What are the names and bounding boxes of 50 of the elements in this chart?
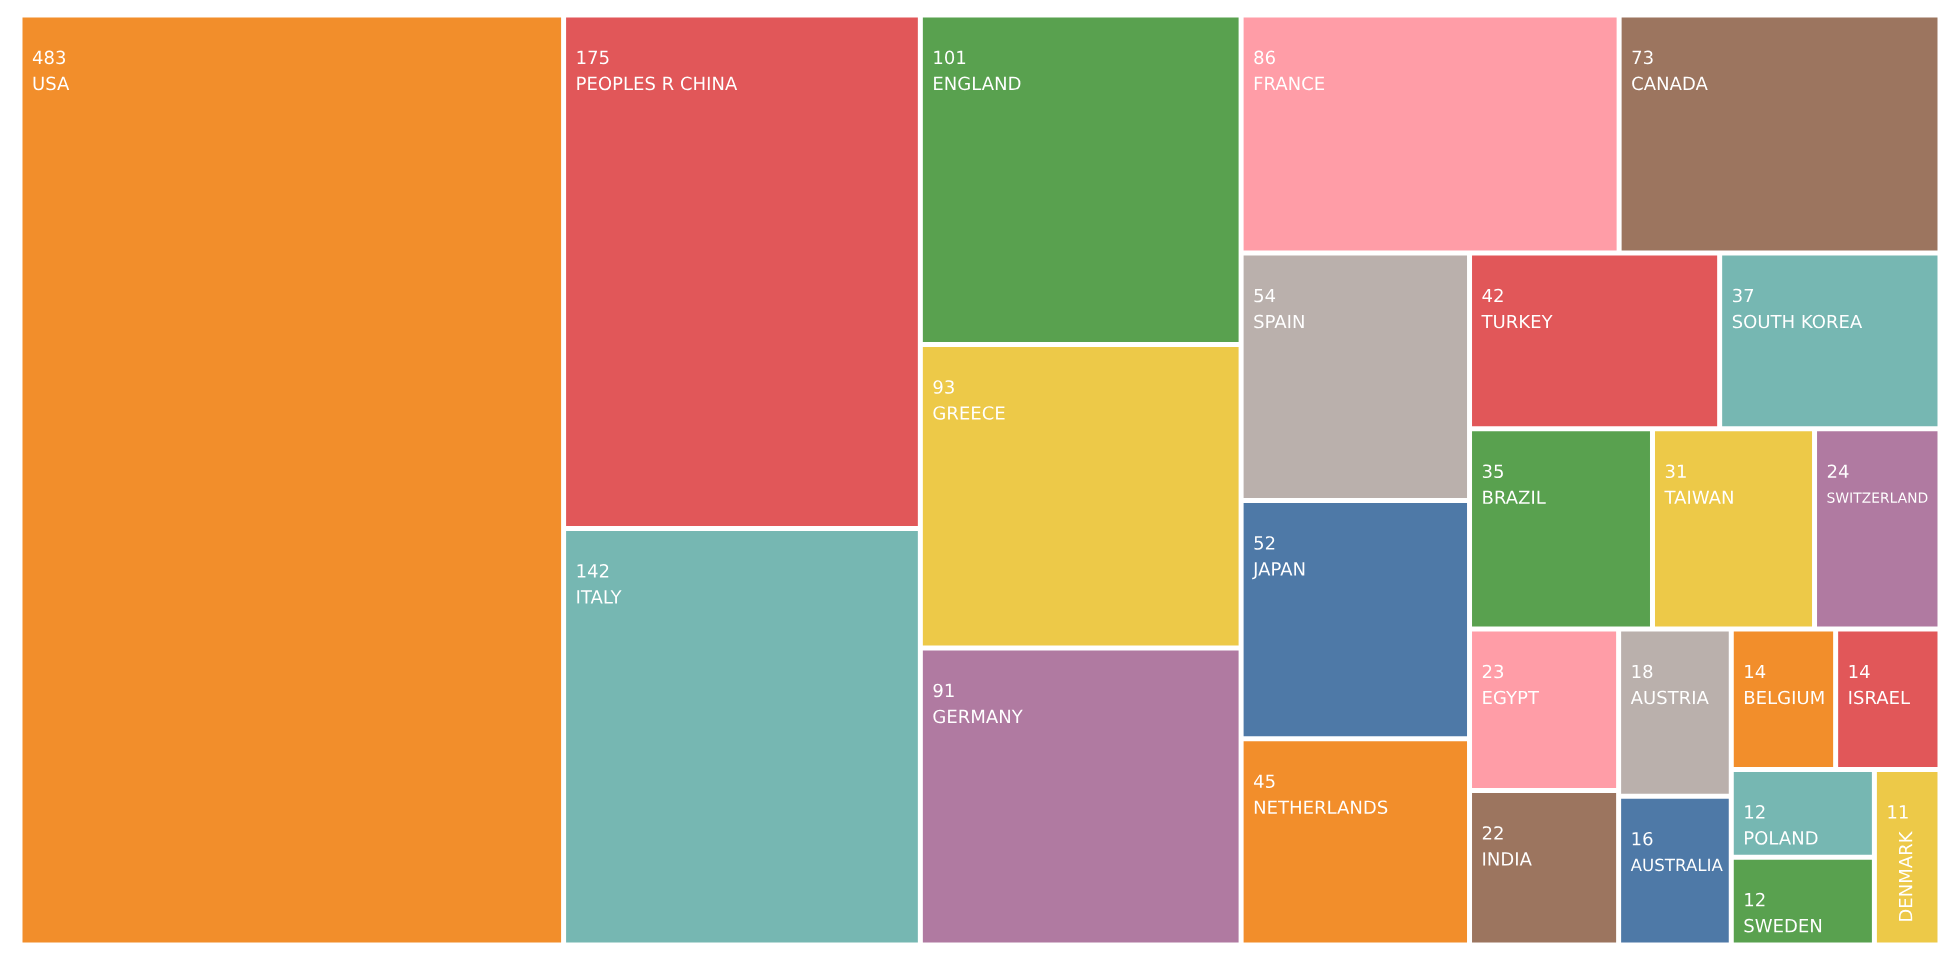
data-label: 18: [1632, 664, 1653, 679]
category-label: AUSTRIA: [1630, 690, 1709, 705]
data-label: 22: [1482, 826, 1503, 840]
data-label: 93: [933, 380, 954, 394]
data-label: 54: [1254, 288, 1276, 303]
category-label: GERMANY: [933, 709, 1023, 724]
category-label: NETHERLANDS: [1254, 800, 1388, 815]
category-label: TURKEY: [1481, 314, 1553, 329]
data-label: 45: [1253, 774, 1275, 789]
category-label: SWITZERLAND: [1827, 492, 1928, 503]
data-label: 23: [1482, 664, 1504, 679]
category-label: EGYPT: [1483, 690, 1540, 705]
data-label: 31: [1665, 464, 1686, 479]
category-label: GREECE: [933, 406, 1005, 420]
data-label: 16: [1632, 831, 1653, 846]
category-label: POLAND: [1745, 831, 1818, 845]
category-label: AUSTRALIA: [1630, 858, 1723, 872]
category-label: SPAIN: [1254, 314, 1304, 329]
data-label: 14: [1745, 664, 1766, 679]
category-label: ENGLAND: [934, 76, 1021, 91]
data-label: 101: [934, 50, 966, 65]
category-label: ISRAEL: [1849, 690, 1910, 705]
data-label: 91: [933, 683, 954, 698]
data-label: 11: [1888, 805, 1908, 819]
category-label: FRANCE: [1254, 76, 1325, 91]
category-label: ITALY: [577, 590, 622, 604]
data-label: 24: [1827, 464, 1849, 478]
data-label: 142: [577, 563, 609, 578]
category-label: INDIA: [1483, 852, 1532, 866]
data-label: 42: [1482, 288, 1503, 303]
category-label: JAPAN: [1252, 562, 1305, 580]
category-label: BELGIUM: [1745, 690, 1824, 705]
data-label: 86: [1254, 50, 1275, 65]
category-label: BRAZIL: [1483, 490, 1546, 504]
data-label: 37: [1733, 288, 1754, 303]
data-label: 73: [1632, 50, 1653, 65]
category-label: TAIWAN: [1664, 490, 1733, 504]
data-label: 175: [577, 50, 609, 65]
category-label: DENMARK: [1899, 831, 1913, 921]
data-label: 483: [32, 50, 66, 65]
category-label: USA: [33, 76, 70, 91]
category-label: CANADA: [1632, 76, 1708, 91]
category-label: PEOPLES R CHINA: [577, 76, 738, 91]
data-label: 52: [1254, 536, 1275, 550]
category-label: SOUTH KOREA: [1732, 314, 1863, 329]
data-label: 14: [1849, 664, 1870, 679]
category-label: SWEDEN: [1744, 918, 1822, 933]
data-label: 12: [1745, 805, 1765, 819]
data-label: 35: [1482, 464, 1503, 479]
data-label: 12: [1745, 892, 1765, 907]
